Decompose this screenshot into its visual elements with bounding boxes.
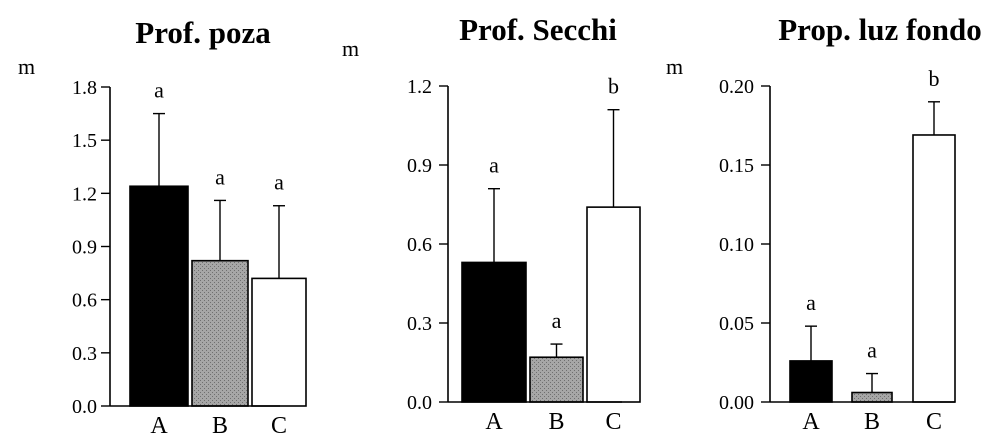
y-tick-label: 0.15 [719,155,754,177]
y-axis-ticks: 0.00 0.05 0.10 0.15 0.20 [719,76,770,414]
y-tick-label: 0.9 [72,237,97,259]
significance-label: a [867,338,877,363]
bar-C [586,206,641,403]
significance-label: a [154,78,164,103]
x-category-label: C [926,409,942,435]
chart-title: Prof. Secchi [459,12,617,47]
significance-label: a [489,153,499,178]
bar-A [789,360,833,403]
bar-A [129,185,189,407]
bar-group: a Aa Bb C [461,74,641,435]
significance-label: b [608,74,619,99]
x-category-label: B [548,409,564,435]
significance-label: b [929,66,940,91]
y-tick-label: 0.6 [72,290,97,312]
significance-label: a [806,290,816,315]
x-category-label: C [271,413,287,439]
y-tick-label: 1.2 [407,76,432,98]
y-tick-label: 0.00 [719,392,754,414]
y-tick-label: 0.3 [407,313,432,335]
significance-label: a [274,170,284,195]
chart-panel-1: Prof. poza m 0.0 0.3 0.6 0.9 1.2 1.5 1.8 a Aa Ba… [18,15,307,439]
y-tick-label: 0.05 [719,313,754,335]
x-category-label: B [212,413,228,439]
x-category-label: A [485,409,503,435]
y-tick-label: 0.3 [72,343,97,365]
y-tick-label: 0.10 [719,234,754,256]
chart-panel-2: Prof. Secchi m 0.0 0.3 0.6 0.9 1.2 a Aa Bb C [342,12,641,435]
bar-B [529,356,584,403]
y-axis-ticks: 0.0 0.3 0.6 0.9 1.2 1.5 1.8 [72,77,110,418]
bar-C [912,134,956,403]
x-category-label: A [802,409,820,435]
y-axis-ticks: 0.0 0.3 0.6 0.9 1.2 [407,76,448,414]
bar-B [851,391,893,403]
y-tick-label: 1.8 [72,77,97,99]
y-tick-label: 0.0 [407,392,432,414]
y-tick-label: 0.20 [719,76,754,98]
chart-panel-3: Prop. luz fondo m 0.00 0.05 0.10 0.15 0.20 a… [666,12,982,435]
x-category-label: C [605,409,621,435]
y-axis-unit: m [18,54,35,79]
y-tick-label: 0.0 [72,396,97,418]
y-axis-unit: m [666,54,683,79]
y-tick-label: 0.9 [407,155,432,177]
y-tick-label: 0.6 [407,234,432,256]
bar-group: a Aa Bb C [789,66,956,435]
bar-C [251,277,307,407]
bar-B [191,259,249,407]
y-tick-label: 1.5 [72,130,97,152]
chart-title: Prop. luz fondo [778,12,982,47]
bar-A [461,261,527,403]
significance-label: a [552,308,562,333]
y-tick-label: 1.2 [72,183,97,205]
x-category-label: B [864,409,880,435]
chart-title: Prof. poza [135,15,271,50]
y-axis-unit: m [342,36,359,61]
significance-label: a [215,164,225,189]
x-category-label: A [150,413,168,439]
bar-group: a Aa Ba C [129,78,307,439]
